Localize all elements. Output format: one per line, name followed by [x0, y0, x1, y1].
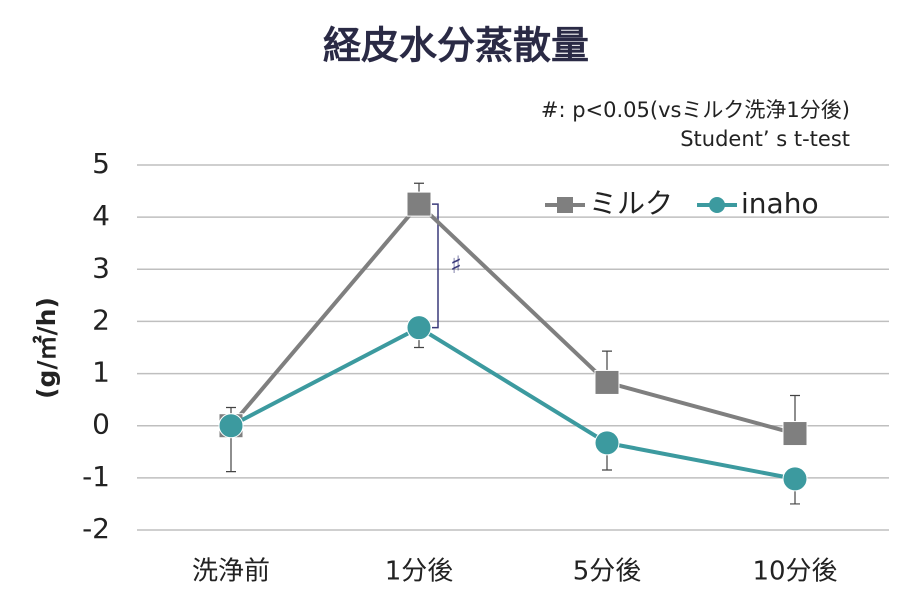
marker — [594, 369, 620, 395]
series-line — [229, 201, 796, 436]
marker — [782, 421, 808, 447]
x-tick-label: 1分後 — [385, 557, 454, 587]
marker — [406, 191, 432, 217]
y-tick-label: -2 — [82, 512, 110, 545]
y-tick-label: -1 — [82, 460, 110, 493]
y-tick-label: 2 — [92, 303, 110, 336]
legend-label: ミルク — [589, 187, 673, 220]
x-tick-label: 洗浄前 — [192, 557, 270, 587]
legend-marker — [709, 197, 726, 213]
y-axis-label: (g/㎡/h) — [32, 297, 61, 399]
x-tick-label: 10分後 — [752, 557, 837, 587]
x-tick-label: 5分後 — [573, 557, 642, 587]
marker — [594, 430, 620, 456]
marker — [218, 413, 244, 439]
chart-title: 経皮水分蒸散量 — [323, 24, 589, 68]
y-tick-label: 3 — [92, 251, 110, 284]
significance-mark: ♯ — [450, 251, 462, 279]
legend-marker — [557, 197, 573, 213]
y-tick-label: 4 — [92, 199, 110, 232]
annotation: Student’ s t-test — [680, 127, 850, 151]
y-tick-label: 0 — [92, 408, 110, 441]
marker — [406, 315, 432, 341]
legend-label: inaho — [741, 187, 819, 220]
significance-bracket — [432, 203, 439, 329]
y-tick-label: 5 — [92, 147, 110, 180]
series-line — [230, 325, 796, 481]
marker — [782, 466, 808, 492]
y-tick-label: 1 — [92, 356, 110, 389]
annotation: #: p<0.05(vsミルク洗浄1分後) — [541, 98, 850, 122]
